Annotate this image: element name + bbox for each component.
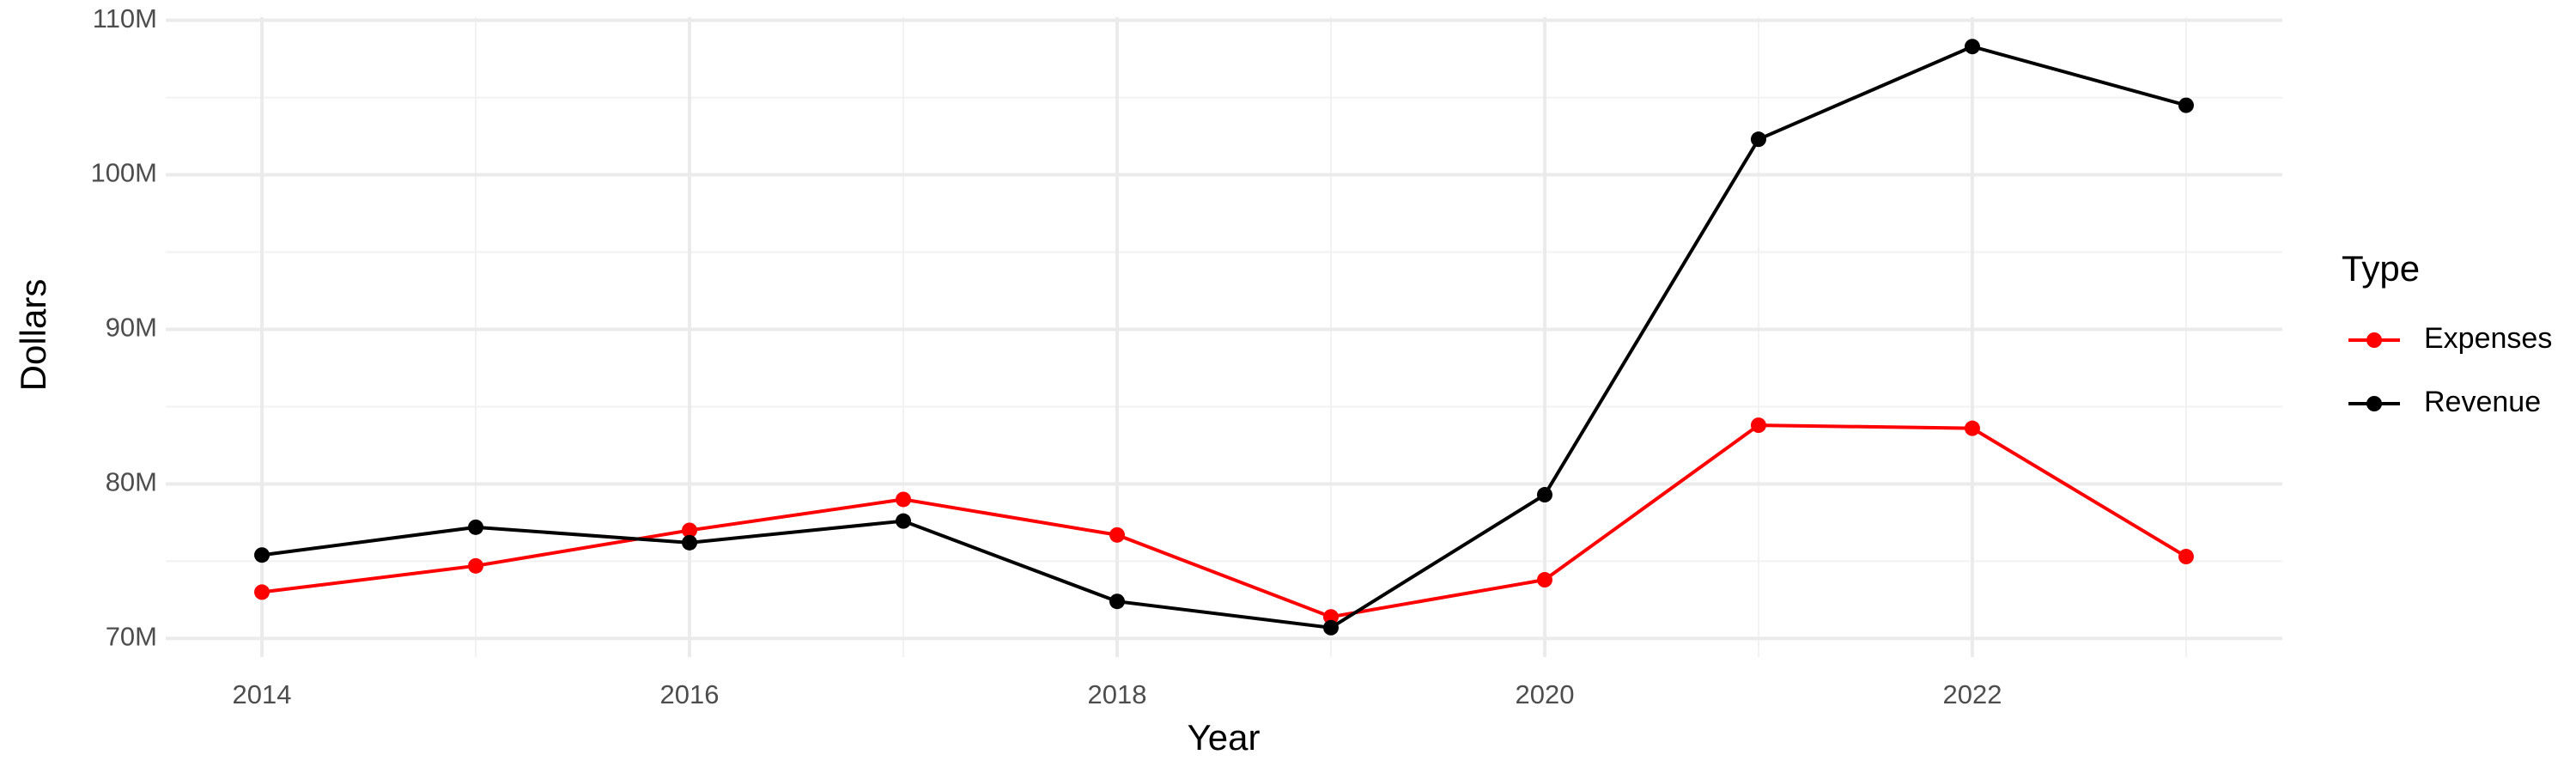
- legend-label: Expenses: [2424, 322, 2552, 355]
- legend-title: Type: [2342, 248, 2420, 289]
- legend-key-point: [2366, 332, 2382, 348]
- y-axis-title: Dollars: [13, 279, 53, 392]
- x-tick-label: 2014: [233, 679, 292, 709]
- legend-key-point: [2366, 396, 2382, 411]
- data-point: [2178, 549, 2194, 565]
- data-point: [254, 547, 270, 563]
- x-tick-label: 2018: [1088, 679, 1147, 709]
- y-tick-label: 70M: [106, 622, 157, 652]
- data-point: [896, 491, 912, 508]
- series-line: [261, 45, 2187, 630]
- data-point: [682, 534, 698, 551]
- x-axis-title: Year: [1188, 717, 1261, 758]
- data-point: [1750, 131, 1766, 148]
- y-tick-label: 110M: [93, 3, 157, 33]
- data-point: [2178, 97, 2194, 113]
- data-point: [896, 513, 912, 529]
- data-point: [254, 584, 270, 600]
- x-tick-label: 2020: [1516, 679, 1575, 709]
- data-point: [1322, 619, 1339, 636]
- data-point: [468, 519, 484, 535]
- data-point: [1322, 609, 1339, 625]
- series-line: [261, 423, 2187, 619]
- x-tick-label: 2022: [1942, 679, 2002, 709]
- data-point: [468, 557, 484, 574]
- x-tick-label: 2016: [660, 679, 720, 709]
- data-point: [1109, 593, 1126, 610]
- y-tick-label: 80M: [106, 467, 157, 497]
- y-tick-label: 90M: [106, 313, 157, 343]
- data-point: [682, 522, 698, 539]
- data-point: [1109, 526, 1126, 543]
- data-point: [1536, 487, 1552, 503]
- data-point: [1964, 420, 1980, 436]
- data-point: [1750, 417, 1766, 434]
- data-point: [1964, 39, 1980, 55]
- y-tick-label: 100M: [90, 158, 157, 188]
- data-point: [1536, 572, 1552, 588]
- legend-label: Revenue: [2424, 386, 2541, 418]
